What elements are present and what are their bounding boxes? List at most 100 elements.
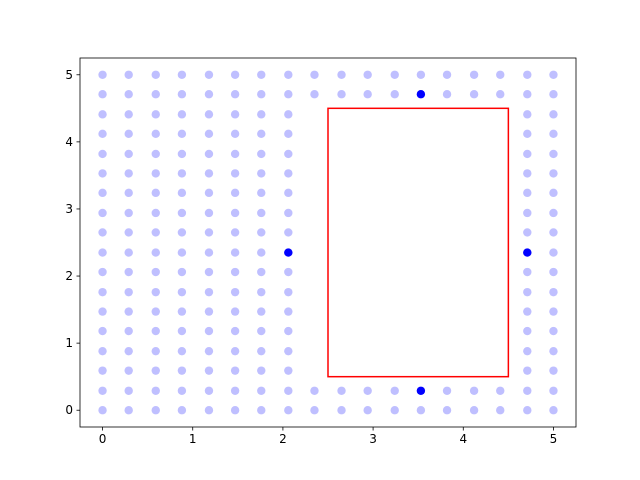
point: [310, 406, 319, 415]
point: [257, 169, 266, 178]
point: [284, 386, 293, 395]
point: [284, 267, 293, 277]
point: [177, 110, 187, 119]
point: [523, 149, 532, 159]
point: [549, 188, 558, 198]
point: [230, 228, 240, 237]
point: [204, 90, 214, 99]
point: [177, 169, 187, 178]
point: [549, 90, 558, 99]
point: [230, 386, 240, 395]
point: [98, 267, 107, 277]
point: [257, 129, 266, 139]
point: [390, 386, 399, 395]
point: [177, 307, 187, 316]
point: [549, 208, 558, 218]
point: [230, 267, 240, 277]
point: [204, 228, 214, 237]
point: [549, 129, 558, 139]
point: [204, 248, 214, 257]
point: [363, 90, 372, 99]
point: [310, 90, 319, 99]
point: [523, 366, 532, 375]
point: [416, 386, 426, 395]
point: [98, 248, 107, 257]
point: [523, 287, 532, 297]
point: [177, 228, 187, 237]
point: [549, 248, 558, 257]
point: [98, 169, 107, 178]
point: [523, 129, 532, 139]
point: [523, 326, 532, 336]
x-tick-label: 1: [189, 432, 197, 446]
point: [523, 406, 532, 415]
point: [523, 70, 532, 79]
point: [151, 248, 160, 257]
point: [124, 307, 133, 316]
point: [151, 149, 160, 159]
point: [151, 110, 160, 119]
point: [151, 326, 160, 336]
point: [124, 188, 133, 198]
point: [124, 70, 133, 79]
point: [549, 366, 558, 375]
point: [177, 267, 187, 277]
point: [284, 287, 293, 297]
point: [177, 287, 187, 297]
point: [151, 287, 160, 297]
point: [230, 90, 240, 99]
point: [98, 70, 107, 79]
point: [257, 110, 266, 119]
point: [230, 129, 240, 139]
point: [230, 248, 240, 257]
point: [124, 129, 133, 139]
point: [390, 406, 399, 415]
point: [151, 129, 160, 139]
point: [177, 129, 187, 139]
point: [204, 110, 214, 119]
point: [204, 70, 214, 79]
point: [230, 326, 240, 336]
point: [284, 406, 293, 415]
point: [204, 386, 214, 395]
point: [151, 169, 160, 178]
point: [98, 90, 107, 99]
point: [124, 406, 133, 415]
point: [337, 90, 346, 99]
point: [523, 248, 532, 257]
point: [204, 129, 214, 139]
point: [151, 406, 160, 415]
y-tick-label: 3: [65, 202, 73, 216]
point: [124, 267, 133, 277]
point: [98, 307, 107, 316]
point: [284, 129, 293, 139]
point: [230, 287, 240, 297]
point: [204, 326, 214, 336]
axes-frame: [79, 57, 577, 428]
point: [284, 188, 293, 198]
point: [549, 70, 558, 79]
point: [151, 267, 160, 277]
point: [98, 149, 107, 159]
point: [177, 406, 187, 415]
point: [124, 110, 133, 119]
point: [177, 248, 187, 257]
point: [98, 129, 107, 139]
point: [442, 386, 452, 395]
point: [469, 90, 479, 99]
point: [204, 188, 214, 198]
point: [442, 90, 452, 99]
point: [469, 406, 479, 415]
point: [284, 169, 293, 178]
point: [257, 70, 266, 79]
point: [257, 307, 266, 316]
point: [284, 326, 293, 336]
point: [257, 208, 266, 218]
point: [177, 149, 187, 159]
point: [230, 70, 240, 79]
point: [257, 386, 266, 395]
point: [230, 366, 240, 375]
point: [257, 287, 266, 297]
x-tick-label: 4: [459, 432, 467, 446]
